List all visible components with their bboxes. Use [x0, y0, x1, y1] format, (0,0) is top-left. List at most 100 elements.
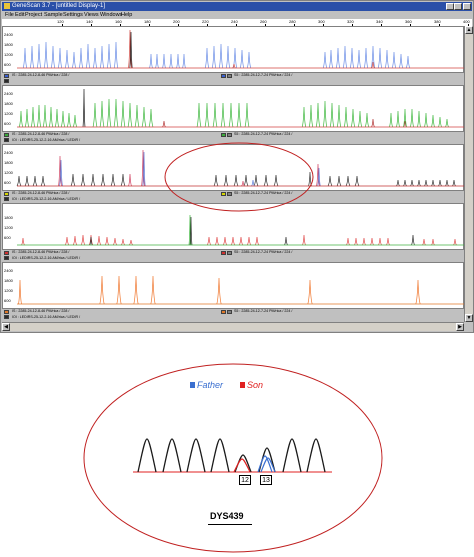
ladder-peak — [162, 438, 182, 473]
sample-label: IS : 2285-24-12-8-46 PM/rica / 228 / — [12, 250, 70, 254]
ruler-tick — [439, 24, 440, 26]
ladder-peak — [137, 438, 157, 473]
peak — [415, 279, 421, 305]
peak — [263, 174, 269, 187]
dye-color-icon[interactable] — [4, 197, 9, 201]
peak — [50, 45, 56, 69]
scroll-up-arrow-icon[interactable]: ▲ — [465, 26, 473, 34]
sample-label: IOI : LEDIRS-25-12-2-16 AM/rica / LEDIR … — [12, 256, 81, 260]
peak — [196, 102, 202, 128]
dye-swatch-icon[interactable] — [227, 192, 232, 196]
peak — [133, 275, 139, 305]
peak — [284, 236, 288, 246]
peak — [308, 171, 312, 187]
dye-color-icon[interactable] — [4, 192, 9, 196]
close-button[interactable] — [463, 3, 471, 10]
peak — [396, 110, 400, 128]
peak — [128, 239, 134, 246]
peak — [99, 275, 105, 305]
father-legend: Father — [197, 380, 224, 390]
ruler-tick — [294, 24, 295, 26]
sample-label: IS : 2285-24-12-8-46 PM/rica / 228 / — [12, 73, 70, 77]
dye-swatch-icon[interactable] — [221, 133, 226, 137]
y-tick: 2400 — [4, 91, 13, 96]
sample-label: IOI : LEDIRS-25-12-2-16 AM/rica / LEDIR … — [12, 138, 81, 142]
ruler-tick — [323, 24, 324, 26]
y-tick: 1800 — [4, 101, 13, 106]
dye-swatch-icon[interactable] — [221, 251, 226, 255]
dye-swatch-icon[interactable] — [221, 192, 226, 196]
father-swatch — [190, 382, 195, 388]
minimize-button[interactable] — [446, 3, 454, 10]
peak — [329, 102, 335, 128]
peak — [370, 237, 374, 246]
menu-edit[interactable]: Edit — [15, 12, 25, 18]
peak — [370, 45, 376, 69]
peak — [386, 237, 390, 246]
peak — [113, 41, 119, 69]
peak — [92, 47, 98, 69]
ladder-peak — [186, 438, 206, 473]
peak — [59, 159, 63, 187]
peak — [72, 114, 78, 128]
peak — [362, 237, 366, 246]
peak — [213, 174, 219, 187]
dye-swatch-icon[interactable] — [221, 310, 226, 314]
dye-color-icon[interactable] — [4, 74, 9, 78]
peak — [322, 51, 328, 69]
ladder-peak — [282, 438, 302, 473]
peak — [301, 106, 307, 128]
peak — [445, 179, 449, 187]
peak — [431, 114, 435, 128]
scroll-down-arrow-icon[interactable]: ▼ — [465, 314, 473, 322]
dye-color-icon[interactable] — [4, 251, 9, 255]
dye-color-icon[interactable] — [4, 138, 9, 142]
peak — [452, 179, 456, 187]
vertical-scrollbar[interactable]: ▲ ▼ — [464, 26, 473, 322]
peak — [378, 237, 382, 246]
peak — [120, 173, 126, 187]
menu-settings[interactable]: Settings — [63, 12, 83, 18]
dye-swatch-icon[interactable] — [221, 74, 226, 78]
peak — [149, 53, 153, 69]
ruler-tick — [410, 24, 411, 26]
dye-swatch-icon[interactable] — [227, 74, 232, 78]
menu-file[interactable]: File — [5, 12, 14, 18]
sample-info-bar-1: IS : 2285-24-12-8-46 PM/rica / 228 / S5 … — [2, 73, 464, 85]
y-tick: 600 — [4, 121, 11, 126]
sample-label-right: S5 : 2285-24-12-7-24 PM/rica / 224 / — [234, 73, 293, 77]
menu-project[interactable]: Project — [25, 12, 43, 18]
dye-color-icon[interactable] — [4, 79, 9, 83]
scroll-left-arrow-icon[interactable]: ◀ — [2, 323, 10, 331]
peak — [128, 29, 132, 69]
peak — [445, 118, 449, 128]
menu-views[interactable]: Views — [84, 12, 99, 18]
peak — [345, 175, 351, 187]
dye-color-icon[interactable] — [4, 133, 9, 137]
ruler-tick — [149, 24, 150, 26]
peak — [411, 234, 415, 246]
sample-label: IOI : LEDIRS-25-12-2-16 AM/rica / LEDIR … — [12, 315, 81, 319]
peak — [239, 49, 245, 69]
menu-help[interactable]: Help — [121, 12, 133, 18]
peak — [71, 51, 77, 69]
peak — [134, 104, 140, 128]
dye-swatch-icon[interactable] — [227, 251, 232, 255]
menu-windows[interactable]: Windows — [100, 12, 123, 18]
dye-color-icon[interactable] — [4, 256, 9, 260]
menu-sample[interactable]: Sample — [44, 12, 63, 18]
sample-info-bar-3: IS : 2285-24-12-8-46 PM/rica / 228 / IOI… — [2, 191, 464, 203]
peak — [128, 173, 132, 187]
horizontal-scrollbar[interactable]: ◀ ▶ — [2, 322, 464, 331]
trace-plot-3: 2400 1800 1200 600 — [2, 144, 464, 191]
maximize-button[interactable] — [454, 3, 462, 10]
dye-color-icon[interactable] — [4, 315, 9, 319]
dye-color-icon[interactable] — [4, 310, 9, 314]
peak — [57, 47, 63, 69]
peak — [80, 234, 86, 246]
peak — [371, 61, 375, 69]
sample-info-bar-2: IS : 2285-24-12-8-46 PM/rica / 228 / IOI… — [2, 132, 464, 144]
dye-swatch-icon[interactable] — [227, 310, 232, 314]
dye-swatch-icon[interactable] — [227, 133, 232, 137]
scroll-right-arrow-icon[interactable]: ▶ — [456, 323, 464, 331]
